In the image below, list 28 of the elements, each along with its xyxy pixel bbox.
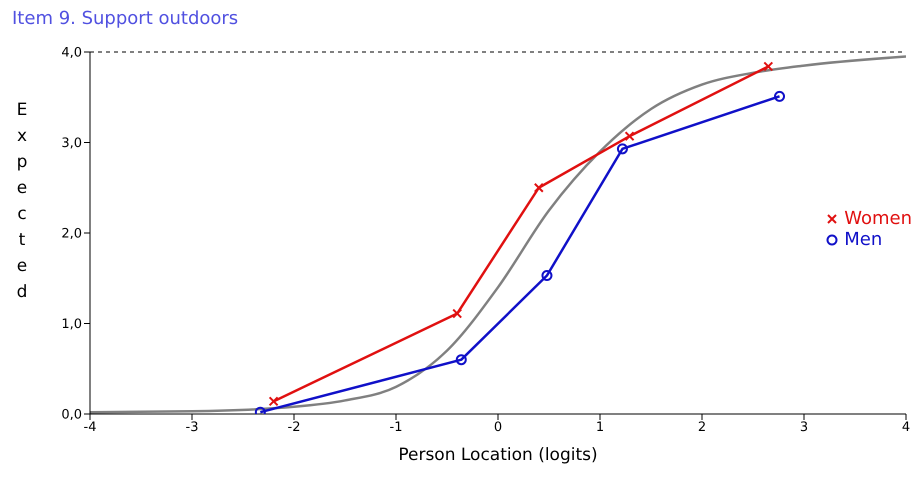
x-tick-label: -1 — [390, 420, 402, 436]
y-tick-label: 3,0 — [61, 136, 82, 152]
point — [763, 61, 774, 72]
legend-label: Women — [844, 208, 912, 229]
y-tick-label: 2,0 — [61, 226, 82, 242]
y-tick-label: 1,0 — [61, 317, 82, 332]
x-tick-label: 3 — [800, 420, 808, 436]
chart-title: Item 9. Support outdoors — [11, 8, 240, 31]
point — [541, 270, 552, 282]
point — [616, 143, 628, 154]
x-tick-label: -2 — [288, 420, 300, 436]
x-tick-label: 4 — [902, 420, 910, 436]
x-tick-label: -4 — [84, 420, 96, 436]
y-axis-title: Expected — [12, 100, 32, 308]
point — [624, 131, 635, 142]
point — [452, 308, 462, 319]
point — [534, 182, 544, 193]
x-tick-label: 1 — [596, 420, 604, 436]
y-tick-label: 0,0 — [61, 408, 82, 423]
point — [456, 354, 467, 366]
legend-label: Men — [844, 229, 882, 250]
point — [774, 90, 786, 102]
x-tick-label: -3 — [186, 420, 198, 436]
x-axis-title: Person Location (logits) — [398, 445, 598, 465]
point — [268, 396, 279, 406]
y-tick-label: 4,0 — [61, 46, 82, 61]
x-tick-label: 0 — [494, 420, 502, 436]
x-tick-label: 2 — [698, 420, 706, 436]
